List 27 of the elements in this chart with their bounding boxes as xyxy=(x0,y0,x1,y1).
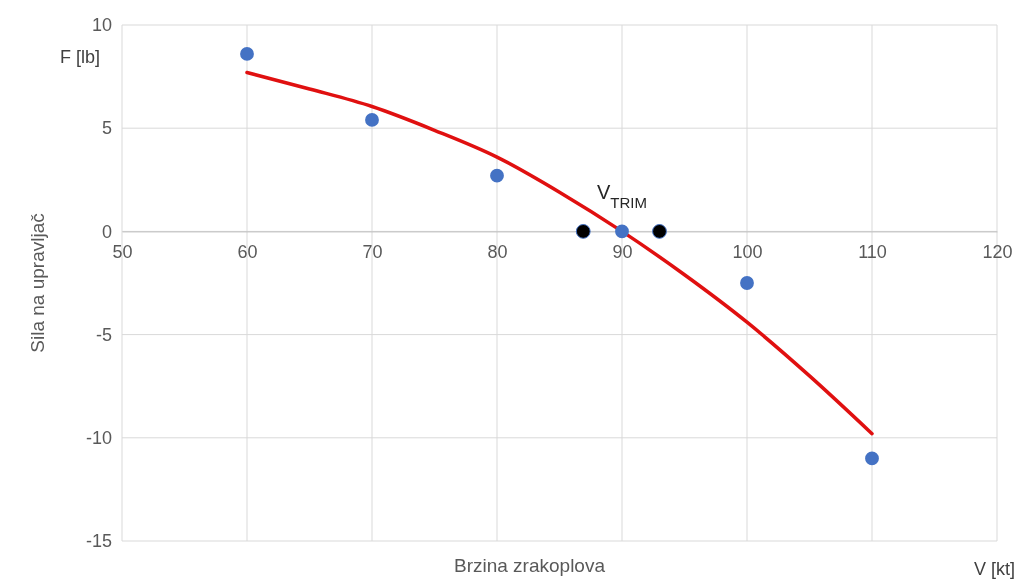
x-tick-label: 70 xyxy=(362,242,383,263)
y-axis-title: Sila na upravljač xyxy=(27,213,48,353)
text: F [lb] xyxy=(60,47,101,67)
point xyxy=(575,224,591,239)
y-tick-label: 10 xyxy=(91,15,112,36)
x-tick-label: 60 xyxy=(237,242,258,263)
point xyxy=(652,224,667,239)
y-tick-label: -5 xyxy=(95,324,112,345)
point xyxy=(740,276,754,290)
annotation: V$_{TRIM}$ xyxy=(596,181,648,211)
x-tick-label: 110 xyxy=(858,242,887,263)
y-tick-label: 5 xyxy=(101,118,112,139)
x-tick-label: 90 xyxy=(612,242,633,263)
x-axis-title: Brzina zrakoplova xyxy=(453,555,606,576)
x-tick-label: 80 xyxy=(487,242,508,263)
y-tick-label: -15 xyxy=(85,531,112,552)
x-tick-label: 50 xyxy=(112,242,133,263)
y-tick-label: -10 xyxy=(85,428,112,449)
point xyxy=(365,113,379,127)
x-tick-label: 100 xyxy=(732,242,763,263)
point xyxy=(490,168,504,183)
point xyxy=(615,224,629,239)
point xyxy=(865,451,879,466)
text: V [kt] xyxy=(973,559,1015,579)
x-tick-label: 120 xyxy=(982,242,1013,263)
y-tick-label: 0 xyxy=(101,221,112,242)
point xyxy=(240,47,254,61)
